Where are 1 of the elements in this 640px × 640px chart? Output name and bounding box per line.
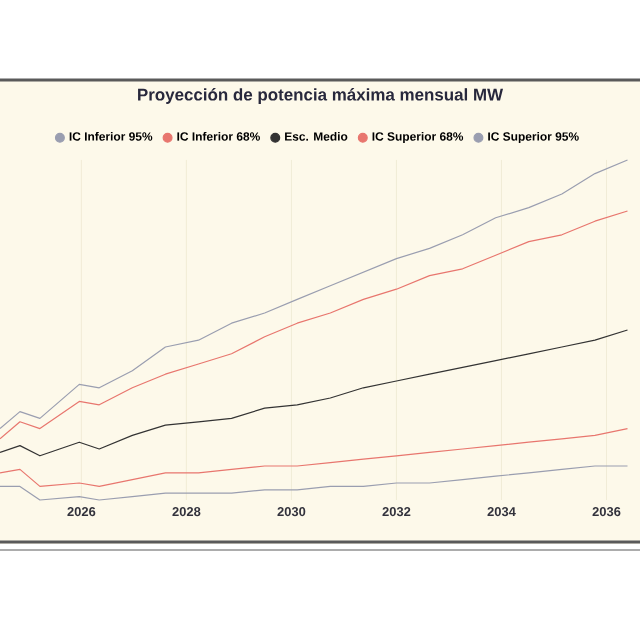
chart-title: Proyección de potencia máxima mensual MW <box>138 88 504 104</box>
